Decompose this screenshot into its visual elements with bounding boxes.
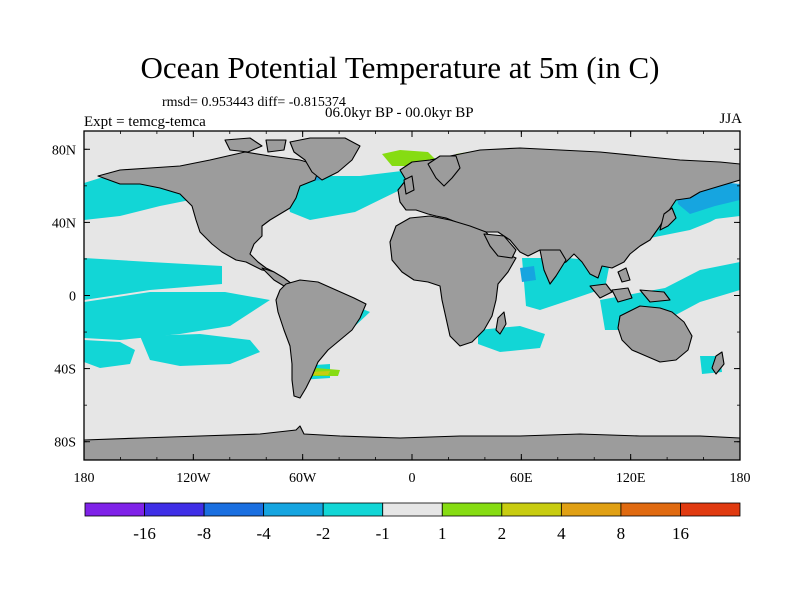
colorbar-label: -4 [257,524,272,543]
x-tick-label: 0 [409,471,416,486]
colorbar-box [560,502,622,517]
colorbar-label: 8 [617,524,626,543]
season-label: JJA [719,111,742,127]
colorbar-box [203,502,265,517]
y-axis-ticks: 80N 40N 0 40S 80S [52,143,740,451]
colorbar-box [382,502,443,517]
colorbar-box [144,502,205,517]
colorbar-label: 4 [557,524,566,543]
colorbar-box [680,502,741,517]
rmsd-diff-stats: rmsd= 0.953443 diff= -0.815374 [162,95,346,110]
colorbar: -16 -8 -4 -2 -1 1 2 4 8 16 [84,502,741,543]
colorbar-label: -16 [133,524,156,543]
land-masses [84,137,740,460]
y-tick-label: 80S [54,436,76,451]
x-tick-label: 120W [176,471,211,486]
colorbar-label: -8 [197,524,211,543]
y-tick-label: 40S [54,363,76,378]
colorbar-label: 1 [438,524,447,543]
colorbar-label: -2 [316,524,330,543]
period-label: 06.0kyr BP - 00.0kyr BP [325,105,474,121]
colorbar-box [322,502,384,517]
x-tick-label: 180 [74,471,95,486]
colorbar-box [263,502,324,517]
colorbar-box [501,502,562,517]
x-tick-label: 180 [730,471,751,486]
x-tick-label: 60E [510,471,533,486]
experiment-label: Expt = temcg-temca [84,114,206,130]
colorbar-box [620,502,681,517]
x-tick-label: 120E [616,471,646,486]
colorbar-label: 2 [498,524,507,543]
y-tick-label: 0 [69,290,76,305]
x-tick-label: 60W [289,471,317,486]
colorbar-box [441,502,503,517]
x-axis-ticks: 180 120W 60W 0 60E 120E 180 [74,131,751,486]
colorbar-label: 16 [672,524,689,543]
plot-title: Ocean Potential Temperature at 5m (in C) [140,50,660,85]
colorbar-label: -1 [376,524,390,543]
colorbar-box [84,502,145,517]
y-tick-label: 80N [52,143,76,158]
y-tick-label: 40N [52,216,76,231]
